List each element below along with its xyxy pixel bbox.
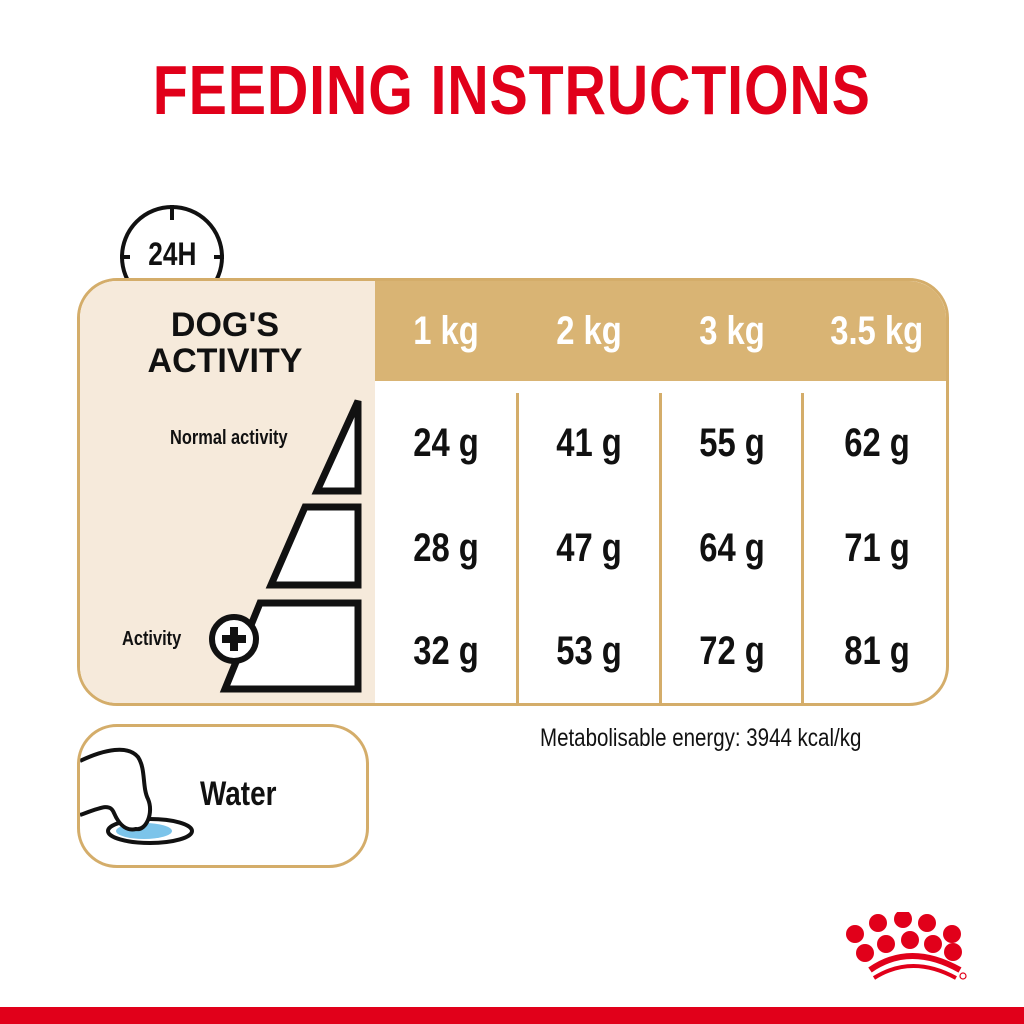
column-header: 3.5 kg [830, 309, 924, 353]
column-header: 2 kg [556, 309, 623, 353]
dog-drinking-water-icon [80, 747, 194, 845]
table-cell: 41 g [556, 421, 623, 465]
column-divider [516, 393, 519, 703]
table-cell: 28 g [413, 526, 480, 570]
clock-24h-icon [120, 205, 224, 282]
activity-level-icon [209, 399, 362, 693]
table-cell: 71 g [844, 526, 910, 570]
water-box: Water [77, 724, 369, 868]
page-title: FEEDING INSTRUCTIONS [153, 51, 871, 129]
row-label-normal-activity: Normal activity [170, 427, 288, 449]
table-cell: 64 g [699, 526, 765, 570]
weight-header-row: 1 kg 2 kg 3 kg 3.5 kg [375, 281, 946, 381]
table-cell: 72 g [699, 629, 765, 673]
royal-canin-crown-logo [846, 912, 967, 980]
water-label: Water [200, 775, 277, 813]
clock-label: 24H [148, 236, 197, 272]
table-cell: 47 g [556, 526, 623, 570]
column-header: 3 kg [699, 309, 765, 353]
feeding-table: DOG'S ACTIVITY 1 kg 2 kg 3 kg 3.5 kg Nor… [77, 278, 949, 706]
column-divider [801, 393, 804, 703]
column-divider [659, 393, 662, 703]
metabolisable-energy: Metabolisable energy: 3944 kcal/kg [540, 724, 862, 752]
table-cell: 55 g [699, 421, 765, 465]
plus-icon [209, 614, 259, 664]
table-cell: 62 g [844, 421, 910, 465]
column-header: 1 kg [413, 309, 480, 353]
row-label-activity: Activity [122, 628, 182, 650]
activity-header: DOG'S ACTIVITY [147, 306, 303, 380]
bottom-brand-bar [0, 1007, 1024, 1024]
table-cell: 32 g [413, 629, 480, 673]
table-cell: 53 g [556, 629, 623, 673]
table-cell: 24 g [413, 421, 480, 465]
table-cell: 81 g [844, 629, 910, 673]
